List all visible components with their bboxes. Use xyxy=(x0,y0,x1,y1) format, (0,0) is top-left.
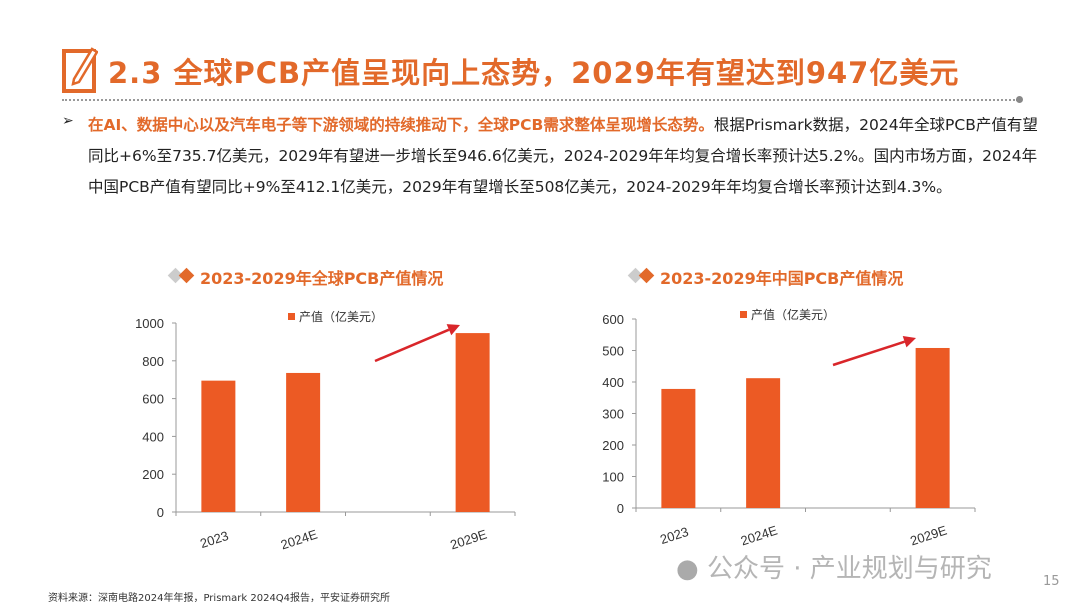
legend-swatch xyxy=(740,311,747,318)
legend-label: 产值（亿美元） xyxy=(751,308,836,322)
arrow-bullet-icon: ➢ xyxy=(62,113,74,129)
chart-title-global: 2023-2029年全球PCB产值情况 xyxy=(200,269,444,288)
page-number: 15 xyxy=(1043,574,1060,589)
bar-2024E xyxy=(286,372,321,512)
bar-2023 xyxy=(201,380,236,512)
source-note: 资料来源：深南电路2024年年报，Prismark 2024Q4报告，平安证券研… xyxy=(48,593,391,604)
bar-2023 xyxy=(661,388,696,508)
wechat-icon: ● xyxy=(676,554,699,584)
trend-arrow-shaft xyxy=(832,340,905,367)
watermark-text: 公众号 · 产业规划与研究 xyxy=(706,554,992,584)
y-tick-label: 200 xyxy=(142,467,164,482)
y-tick-label: 500 xyxy=(602,344,624,359)
x-tick-label: 2023 xyxy=(658,524,690,547)
page-title: 2.3 全球PCB产值呈现向上态势，2029年有望达到947亿美元 xyxy=(108,56,960,90)
y-tick-label: 100 xyxy=(602,470,624,485)
legend-swatch xyxy=(288,313,295,320)
y-tick-label: 400 xyxy=(602,375,624,390)
y-tick-label: 400 xyxy=(142,429,164,444)
x-tick-label: 2024E xyxy=(739,522,780,548)
y-tick-label: 600 xyxy=(142,392,164,407)
summary-highlight: 在AI、数据中心以及汽车电子等下游领域的持续推动下，全球PCB需求整体呈现增长态… xyxy=(88,116,714,134)
summary-text: 根据Prismark数据，2024年全球PCB产值有望同比+6%至735.7亿美… xyxy=(88,116,1038,196)
bar-2029E xyxy=(455,333,490,512)
chart-title-china: 2023-2029年中国PCB产值情况 xyxy=(660,269,904,288)
y-tick-label: 0 xyxy=(157,505,164,520)
y-tick-label: 200 xyxy=(602,438,624,453)
summary-paragraph: 在AI、数据中心以及汽车电子等下游领域的持续推动下，全球PCB需求整体呈现增长态… xyxy=(88,110,1038,203)
y-tick-label: 1000 xyxy=(135,316,164,331)
y-tick-label: 800 xyxy=(142,354,164,369)
y-tick-label: 600 xyxy=(602,312,624,327)
legend-china: 产值（亿美元） xyxy=(740,306,835,323)
title-divider xyxy=(62,99,1018,101)
divider-end-dot xyxy=(1016,96,1023,103)
title-pencil-icon xyxy=(62,45,99,95)
y-tick-label: 300 xyxy=(602,407,624,422)
bar-2029E xyxy=(915,347,950,508)
trend-arrow-head xyxy=(446,324,460,336)
x-tick-label: 2029E xyxy=(908,522,949,548)
bar-2024E xyxy=(746,378,781,508)
watermark: ● 公众号 · 产业规划与研究 xyxy=(676,548,992,585)
legend-global: 产值（亿美元） xyxy=(288,308,383,325)
trend-arrow-shaft xyxy=(374,328,450,363)
trend-arrow-head xyxy=(902,336,916,348)
y-tick-label: 0 xyxy=(617,501,624,516)
legend-label: 产值（亿美元） xyxy=(299,310,384,324)
